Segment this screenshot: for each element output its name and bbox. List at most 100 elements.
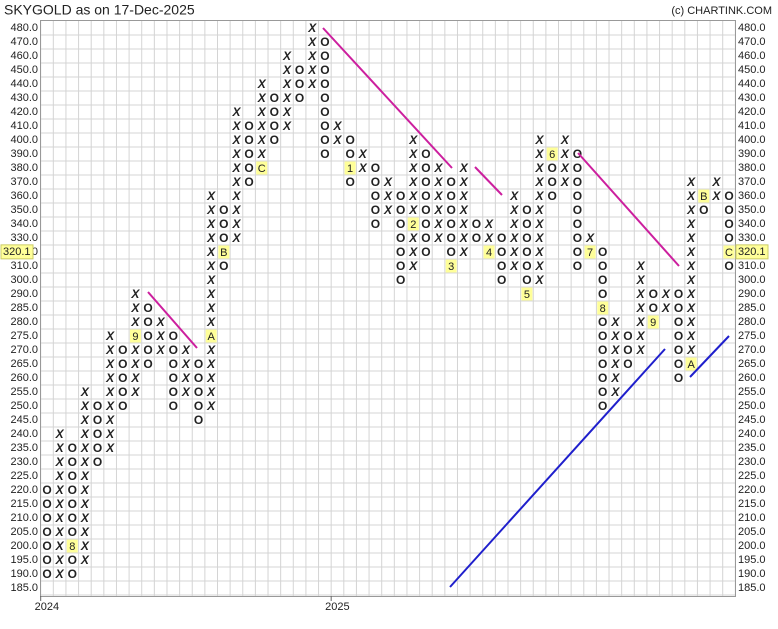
o-box: O bbox=[573, 147, 582, 161]
o-box: O bbox=[396, 231, 405, 245]
o-box: O bbox=[118, 385, 127, 399]
x-box: X bbox=[282, 119, 292, 133]
month-marker-box bbox=[256, 161, 268, 175]
y-tick-label-right: 410.0 bbox=[738, 120, 766, 132]
x-box: X bbox=[80, 511, 90, 525]
y-tick-label: 215.0 bbox=[10, 498, 38, 510]
x-box: X bbox=[231, 189, 241, 203]
o-box: O bbox=[522, 259, 531, 273]
x-box: X bbox=[408, 161, 418, 175]
x-box: X bbox=[55, 539, 65, 553]
x-box: X bbox=[610, 385, 620, 399]
o-box: O bbox=[244, 147, 253, 161]
y-tick-label: 480.0 bbox=[10, 22, 38, 34]
y-tick-label-right: 195.0 bbox=[738, 554, 766, 566]
x-box: X bbox=[459, 161, 469, 175]
o-box: O bbox=[724, 189, 733, 203]
o-box: O bbox=[724, 231, 733, 245]
o-box: O bbox=[623, 343, 632, 357]
x-box: X bbox=[686, 343, 696, 357]
x-box: X bbox=[206, 189, 216, 203]
x-box: X bbox=[408, 245, 418, 259]
y-tick-label-right: 300.0 bbox=[738, 274, 766, 286]
last-price-box bbox=[0, 244, 34, 260]
o-box: O bbox=[573, 189, 582, 203]
x-box: X bbox=[231, 133, 241, 147]
y-tick-label: 205.0 bbox=[10, 526, 38, 538]
o-box: O bbox=[68, 497, 77, 511]
o-box: O bbox=[548, 189, 557, 203]
o-box: O bbox=[68, 455, 77, 469]
o-box: O bbox=[270, 105, 279, 119]
month-marker: 5 bbox=[524, 289, 530, 301]
x-box: X bbox=[358, 161, 368, 175]
o-box: O bbox=[93, 455, 102, 469]
o-box: O bbox=[68, 441, 77, 455]
month-marker: 8 bbox=[69, 541, 75, 553]
o-box: O bbox=[169, 343, 178, 357]
o-box: O bbox=[68, 483, 77, 497]
x-box: X bbox=[408, 133, 418, 147]
x-box: X bbox=[105, 357, 115, 371]
y-tick-label: 420.0 bbox=[10, 106, 38, 118]
month-marker: B bbox=[220, 247, 227, 259]
o-box: O bbox=[598, 245, 607, 259]
o-box: O bbox=[522, 203, 531, 217]
x-box: X bbox=[610, 315, 620, 329]
o-box: O bbox=[598, 287, 607, 301]
o-box: O bbox=[295, 91, 304, 105]
x-box: X bbox=[307, 49, 317, 63]
x-box: X bbox=[408, 175, 418, 189]
o-box: O bbox=[194, 385, 203, 399]
o-box: O bbox=[548, 161, 557, 175]
x-box: X bbox=[130, 385, 140, 399]
x-box: X bbox=[307, 21, 317, 35]
o-box: O bbox=[421, 231, 430, 245]
o-box: O bbox=[674, 301, 683, 315]
y-tick-label-right: 440.0 bbox=[738, 78, 766, 90]
o-box: O bbox=[522, 273, 531, 287]
y-tick-label: 340.0 bbox=[10, 218, 38, 230]
x-box: X bbox=[358, 147, 368, 161]
x-box: X bbox=[231, 119, 241, 133]
resistance-line bbox=[147, 291, 198, 349]
o-box: O bbox=[598, 273, 607, 287]
y-tick-label-right: 265.0 bbox=[738, 358, 766, 370]
x-box: X bbox=[509, 217, 519, 231]
o-box: O bbox=[320, 105, 329, 119]
x-box: X bbox=[257, 147, 267, 161]
y-tick-label: 265.0 bbox=[10, 358, 38, 370]
x-box: X bbox=[80, 399, 90, 413]
x-box: X bbox=[80, 553, 90, 567]
x-box: X bbox=[80, 427, 90, 441]
o-box: O bbox=[396, 217, 405, 231]
x-box: X bbox=[156, 329, 166, 343]
y-tick-label: 450.0 bbox=[10, 64, 38, 76]
o-box: O bbox=[421, 217, 430, 231]
x-box: X bbox=[80, 441, 90, 455]
o-box: O bbox=[345, 147, 354, 161]
trend-lines bbox=[147, 27, 730, 588]
o-box: O bbox=[169, 385, 178, 399]
y-tick-label: 430.0 bbox=[10, 92, 38, 104]
support-line bbox=[449, 348, 666, 588]
x-box: X bbox=[383, 175, 393, 189]
y-tick-label-right: 360.0 bbox=[738, 190, 766, 202]
x-box: X bbox=[560, 133, 570, 147]
x-box: X bbox=[459, 217, 469, 231]
x-box: X bbox=[231, 161, 241, 175]
o-box: O bbox=[42, 497, 51, 511]
y-tick-label-right: 380.0 bbox=[738, 162, 766, 174]
resistance-line bbox=[322, 27, 453, 169]
y-tick-label-right: 270.0 bbox=[738, 344, 766, 356]
y-tick-label-right: 430.0 bbox=[738, 92, 766, 104]
x-box: X bbox=[383, 189, 393, 203]
month-marker-box bbox=[647, 315, 659, 329]
x-box: X bbox=[535, 189, 545, 203]
x-box: X bbox=[105, 343, 115, 357]
o-box: O bbox=[68, 525, 77, 539]
y-tick-label-right: 205.0 bbox=[738, 526, 766, 538]
o-box: O bbox=[598, 371, 607, 385]
o-box: O bbox=[42, 539, 51, 553]
o-box: O bbox=[345, 133, 354, 147]
